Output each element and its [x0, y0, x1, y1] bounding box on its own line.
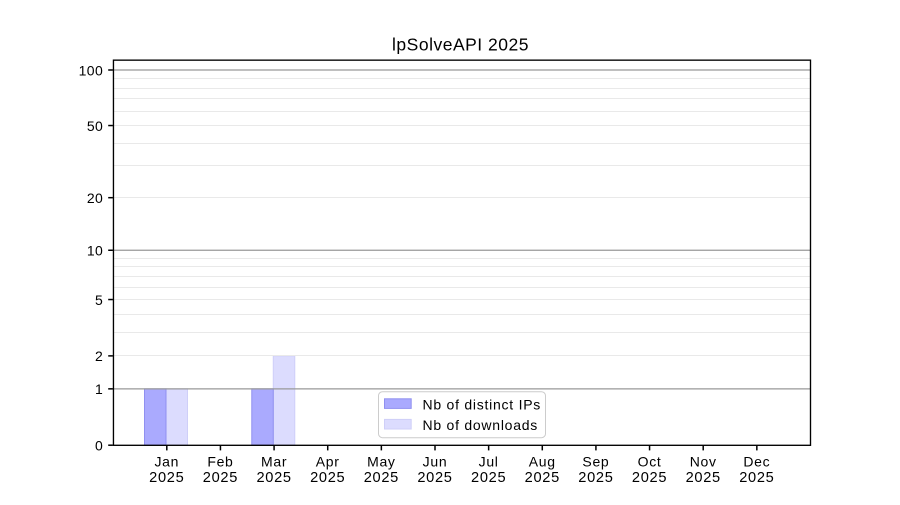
svg-text:2025: 2025	[632, 470, 667, 486]
svg-text:2025: 2025	[417, 470, 452, 486]
svg-text:Feb: Feb	[207, 454, 233, 470]
svg-text:5: 5	[95, 292, 103, 308]
svg-text:50: 50	[87, 118, 103, 134]
svg-text:2025: 2025	[739, 470, 774, 486]
svg-text:Oct: Oct	[638, 454, 662, 470]
svg-text:Jun: Jun	[423, 454, 448, 470]
svg-text:Nb of distinct IPs: Nb of distinct IPs	[423, 396, 542, 412]
svg-text:2025: 2025	[686, 470, 721, 486]
svg-text:2025: 2025	[471, 470, 506, 486]
svg-text:2025: 2025	[364, 470, 399, 486]
svg-text:Dec: Dec	[743, 454, 770, 470]
svg-text:2025: 2025	[525, 470, 560, 486]
svg-text:Sep: Sep	[582, 454, 609, 470]
svg-text:Nb of downloads: Nb of downloads	[423, 417, 539, 433]
svg-text:Nov: Nov	[690, 454, 717, 470]
svg-text:Mar: Mar	[261, 454, 287, 470]
svg-text:100: 100	[79, 62, 104, 78]
svg-text:10: 10	[87, 243, 103, 259]
svg-text:Aug: Aug	[529, 454, 556, 470]
svg-text:lpSolveAPI 2025: lpSolveAPI 2025	[392, 35, 529, 55]
svg-text:20: 20	[87, 190, 103, 206]
svg-text:2025: 2025	[149, 470, 184, 486]
svg-text:2: 2	[95, 348, 103, 364]
svg-text:2025: 2025	[310, 470, 345, 486]
svg-text:May: May	[367, 454, 396, 470]
svg-text:Jul: Jul	[479, 454, 499, 470]
svg-text:2025: 2025	[203, 470, 238, 486]
svg-text:1: 1	[95, 381, 103, 397]
svg-text:Apr: Apr	[316, 454, 340, 470]
svg-text:0: 0	[95, 438, 103, 454]
svg-text:Jan: Jan	[154, 454, 179, 470]
svg-text:2025: 2025	[256, 470, 291, 486]
svg-text:2025: 2025	[578, 470, 613, 486]
